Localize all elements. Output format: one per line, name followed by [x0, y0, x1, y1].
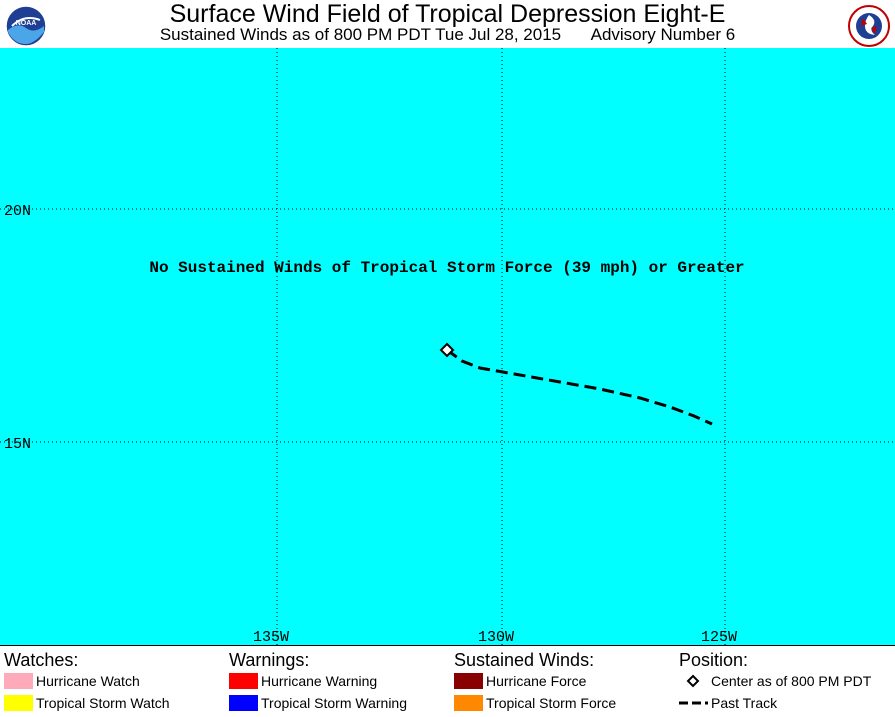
- subtitle-time: Sustained Winds as of 800 PM PDT Tue Jul…: [159, 25, 562, 44]
- hurricane-watch-label: Hurricane Watch: [36, 673, 140, 689]
- hurricane-force-swatch: [454, 673, 483, 689]
- tropical-storm-force-label: Tropical Storm Force: [486, 695, 617, 711]
- no-winds-message: No Sustained Winds of Tropical Storm For…: [149, 259, 744, 277]
- lat-label-15n: 15N: [4, 436, 31, 453]
- hurricane-warning-swatch: [229, 673, 258, 689]
- map-title: Surface Wind Field of Tropical Depressio…: [169, 0, 726, 28]
- wind-field-map: 20N 15N 135W 130W 125W No Sustained Wind…: [0, 48, 895, 645]
- past-track-label: Past Track: [711, 695, 778, 711]
- legend-position-heading: Position:: [679, 650, 749, 670]
- hurricane-force-label: Hurricane Force: [486, 673, 587, 689]
- legend-watches-heading: Watches:: [4, 650, 79, 670]
- legend-warnings: Warnings: Hurricane Warning Tropical Sto…: [229, 650, 449, 711]
- legend: Watches: Hurricane Watch Tropical Storm …: [0, 645, 895, 717]
- noaa-logo-icon: NOAA: [5, 5, 47, 47]
- hurricane-watch-swatch: [4, 673, 33, 689]
- dashed-line-icon: [679, 701, 708, 705]
- lon-label-135w: 135W: [253, 629, 289, 645]
- center-label: Center as of 800 PM PDT: [711, 673, 872, 689]
- legend-sustained-winds: Sustained Winds: Hurricane Force Tropica…: [454, 650, 674, 711]
- past-track-line: [446, 348, 713, 426]
- tropical-storm-watch-swatch: [4, 695, 33, 711]
- map-subtitle: Sustained Winds as of 800 PM PDT Tue Jul…: [0, 25, 895, 45]
- lon-label-125w: 125W: [701, 629, 737, 645]
- hurricane-warning-label: Hurricane Warning: [261, 673, 378, 689]
- legend-winds-heading: Sustained Winds:: [454, 650, 595, 670]
- tropical-storm-warning-swatch: [229, 695, 258, 711]
- tropical-storm-watch-label: Tropical Storm Watch: [36, 695, 170, 711]
- nws-logo-icon: [848, 5, 890, 47]
- storm-center-diamond-icon: [439, 342, 455, 358]
- diamond-icon: [686, 674, 700, 688]
- legend-position: Position: Center as of 800 PM PDT Past T…: [679, 650, 891, 711]
- subtitle-advisory: Advisory Number 6: [590, 25, 736, 44]
- tropical-storm-warning-label: Tropical Storm Warning: [261, 695, 408, 711]
- svg-text:NOAA: NOAA: [16, 20, 37, 27]
- legend-warnings-heading: Warnings:: [229, 650, 310, 670]
- legend-watches: Watches: Hurricane Watch Tropical Storm …: [4, 650, 224, 711]
- lon-label-130w: 130W: [478, 629, 514, 645]
- lat-label-20n: 20N: [4, 203, 31, 220]
- header: NOAA Surface Wind Field of Tropical Depr…: [0, 0, 895, 48]
- tropical-storm-force-swatch: [454, 695, 483, 711]
